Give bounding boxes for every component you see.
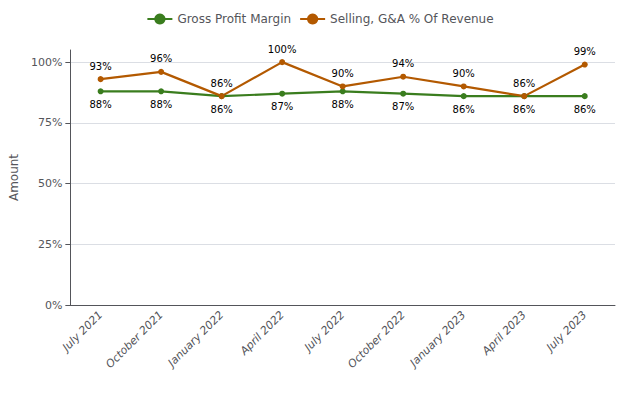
svg-text:88%: 88% (89, 99, 111, 110)
svg-text:93%: 93% (89, 61, 111, 72)
svg-text:October 2021: October 2021 (103, 308, 166, 371)
svg-text:96%: 96% (150, 53, 172, 64)
svg-text:Selling, G&A % Of Revenue: Selling, G&A % Of Revenue (330, 12, 494, 26)
svg-text:July 2022: July 2022 (300, 308, 347, 355)
svg-text:January 2022: January 2022 (164, 308, 226, 370)
svg-text:January 2023: January 2023 (406, 308, 468, 370)
svg-text:July 2021: July 2021 (58, 308, 105, 355)
svg-text:0%: 0% (45, 299, 62, 312)
svg-text:86%: 86% (574, 104, 596, 115)
svg-text:Amount: Amount (7, 154, 21, 201)
svg-text:86%: 86% (211, 104, 233, 115)
svg-text:86%: 86% (211, 78, 233, 89)
svg-text:Gross Profit Margin: Gross Profit Margin (177, 12, 291, 26)
svg-text:100%: 100% (31, 56, 62, 69)
svg-text:90%: 90% (453, 68, 475, 79)
svg-text:88%: 88% (332, 99, 354, 110)
svg-text:90%: 90% (332, 68, 354, 79)
svg-text:100%: 100% (268, 44, 297, 55)
svg-text:April 2023: April 2023 (479, 308, 529, 358)
svg-text:87%: 87% (392, 101, 414, 112)
svg-text:October 2022: October 2022 (345, 308, 408, 371)
svg-text:86%: 86% (513, 78, 535, 89)
svg-text:July 2023: July 2023 (543, 308, 590, 355)
svg-text:94%: 94% (392, 58, 414, 69)
svg-text:88%: 88% (150, 99, 172, 110)
svg-text:75%: 75% (38, 116, 62, 129)
svg-text:25%: 25% (38, 238, 62, 251)
svg-text:April 2022: April 2022 (237, 308, 287, 358)
svg-text:86%: 86% (513, 104, 535, 115)
svg-text:99%: 99% (574, 46, 596, 57)
svg-text:87%: 87% (271, 101, 293, 112)
svg-text:86%: 86% (453, 104, 475, 115)
svg-text:50%: 50% (38, 177, 62, 190)
